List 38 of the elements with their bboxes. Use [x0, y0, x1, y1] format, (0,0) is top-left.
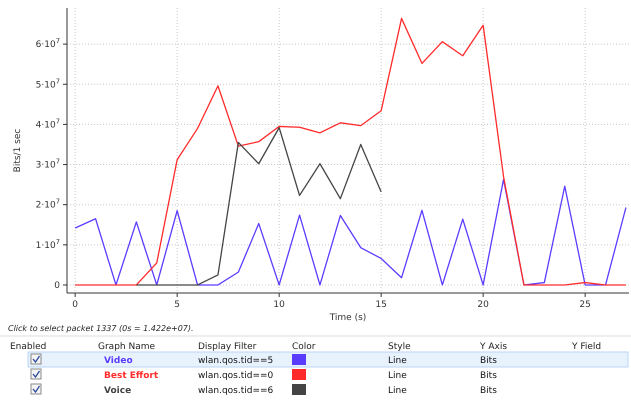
- y-tick-label: 4·10$^{7}$: [36, 117, 60, 130]
- x-tick-label: 15: [375, 300, 387, 310]
- y-tick-label: 3·10$^{7}$: [36, 158, 60, 171]
- x-tick-label: 10: [273, 300, 286, 310]
- text: Enabled: [10, 342, 46, 352]
- y-tick-label: 6·10$^{7}$: [36, 37, 60, 50]
- text: Bits: [480, 386, 498, 396]
- text: Best Effort: [104, 371, 159, 381]
- x-axis-title: Time (s): [328, 313, 366, 323]
- text: Line: [388, 356, 408, 366]
- y-tick-label: 0: [54, 280, 60, 291]
- text: Line: [388, 386, 408, 396]
- x-tick-label: 25: [579, 300, 591, 310]
- text: wlan.qos.tid==5: [198, 356, 274, 366]
- text: wlan.qos.tid==6: [198, 386, 274, 396]
- text: Y Field: [571, 342, 602, 352]
- text: Y Axis: [479, 342, 508, 352]
- text: Display Filter: [198, 342, 257, 352]
- x-tick-label: 0: [72, 300, 78, 310]
- text: wlan.qos.tid==0: [198, 371, 274, 381]
- y-tick-label: 1·10$^{7}$: [36, 238, 60, 251]
- line-series: [74, 18, 627, 286]
- text: Color: [292, 342, 316, 352]
- text: Voice: [104, 386, 132, 396]
- x-tick-label: 20: [477, 300, 490, 310]
- text: Click to select packet 1337 (0s = 1.422e+07).: [8, 324, 194, 333]
- x-tick-label: 5: [174, 300, 180, 310]
- text: Bits: [480, 356, 498, 366]
- y-tick-label: 5·10$^{7}$: [36, 77, 60, 90]
- y-axis-title: Bits/1 sec: [13, 128, 23, 172]
- line-series: [74, 178, 627, 286]
- text: Style: [388, 342, 412, 352]
- text: Line: [388, 371, 408, 381]
- text: Video: [104, 356, 133, 366]
- text: Graph Name: [98, 342, 156, 352]
- line-series: [136, 126, 382, 286]
- text: Bits: [480, 371, 498, 381]
- y-tick-label: 2·10$^{7}$: [36, 198, 60, 211]
